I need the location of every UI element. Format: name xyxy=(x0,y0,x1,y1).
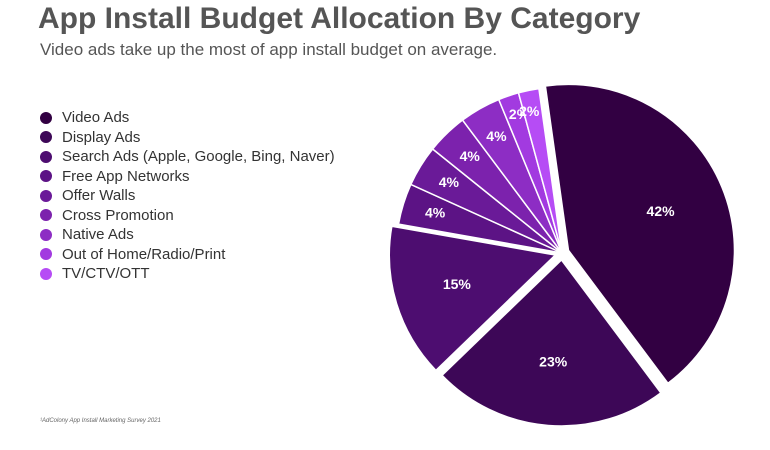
legend-swatch xyxy=(40,131,52,144)
legend-swatch xyxy=(40,248,52,261)
legend-label: TV/CTV/OTT xyxy=(62,265,150,283)
legend-label: Display Ads xyxy=(62,128,141,146)
slice-label: 42% xyxy=(647,203,676,219)
legend-item: Cross Promotion xyxy=(40,206,335,226)
legend-swatch xyxy=(40,209,52,222)
slice-label: 4% xyxy=(439,174,460,190)
legend-label: Offer Walls xyxy=(62,187,136,205)
slice-label: 2% xyxy=(519,103,540,119)
legend-item: Offer Walls xyxy=(40,186,335,206)
source-note: ¹AdColony App Install Marketing Survey 2… xyxy=(40,418,161,424)
legend-label: Video Ads xyxy=(62,109,130,127)
legend-label: Search Ads (Apple, Google, Bing, Naver) xyxy=(62,148,335,166)
legend-label: Native Ads xyxy=(62,226,134,244)
legend-label: Cross Promotion xyxy=(62,206,174,224)
legend-swatch xyxy=(40,189,52,202)
legend-item: Out of Home/Radio/Print xyxy=(40,245,335,265)
slice-label: 4% xyxy=(425,204,446,220)
legend: Video Ads Display Ads Search Ads (Apple, G… xyxy=(40,108,335,284)
legend-swatch xyxy=(40,150,52,163)
legend-label: Free App Networks xyxy=(62,167,190,185)
pie-slice xyxy=(388,225,557,372)
pie-slice xyxy=(440,258,662,427)
legend-item: Display Ads xyxy=(40,128,335,148)
pie-slice xyxy=(517,87,563,254)
slice-label: 15% xyxy=(443,276,472,292)
slice-label: 23% xyxy=(539,353,568,369)
legend-swatch xyxy=(40,111,52,124)
slice-label: 4% xyxy=(460,148,481,164)
legend-swatch xyxy=(40,170,52,183)
legend-item: Search Ads (Apple, Google, Bing, Naver) xyxy=(40,147,335,167)
legend-swatch xyxy=(40,267,52,280)
legend-item: Video Ads xyxy=(40,108,335,128)
pie-slice xyxy=(544,83,736,385)
legend-label: Out of Home/Radio/Print xyxy=(62,245,226,263)
legend-item: Native Ads xyxy=(40,225,335,245)
legend-item: Free App Networks xyxy=(40,167,335,187)
chart-title: App Install Budget Allocation By Categor… xyxy=(38,2,641,35)
chart-subtitle: Video ads take up the most of app instal… xyxy=(40,40,498,59)
legend-swatch xyxy=(40,228,52,241)
legend-item: TV/CTV/OTT xyxy=(40,264,335,284)
slice-label: 4% xyxy=(486,128,507,144)
